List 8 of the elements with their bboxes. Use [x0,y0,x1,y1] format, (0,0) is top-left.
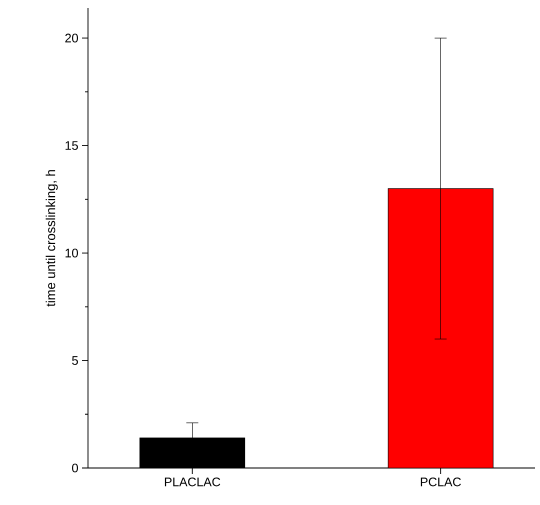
y-tick-label: 5 [72,356,78,365]
y-tick-label: 15 [66,141,78,150]
y-axis-title: time until crosslinking, h [46,170,58,307]
y-tick-label: 10 [66,248,78,258]
x-tick-label: PLACLAC [164,478,220,486]
y-tick-label: 20 [65,34,78,42]
x-tick-label: PCLAC [420,478,461,486]
y-tick-label: 0 [72,464,78,472]
